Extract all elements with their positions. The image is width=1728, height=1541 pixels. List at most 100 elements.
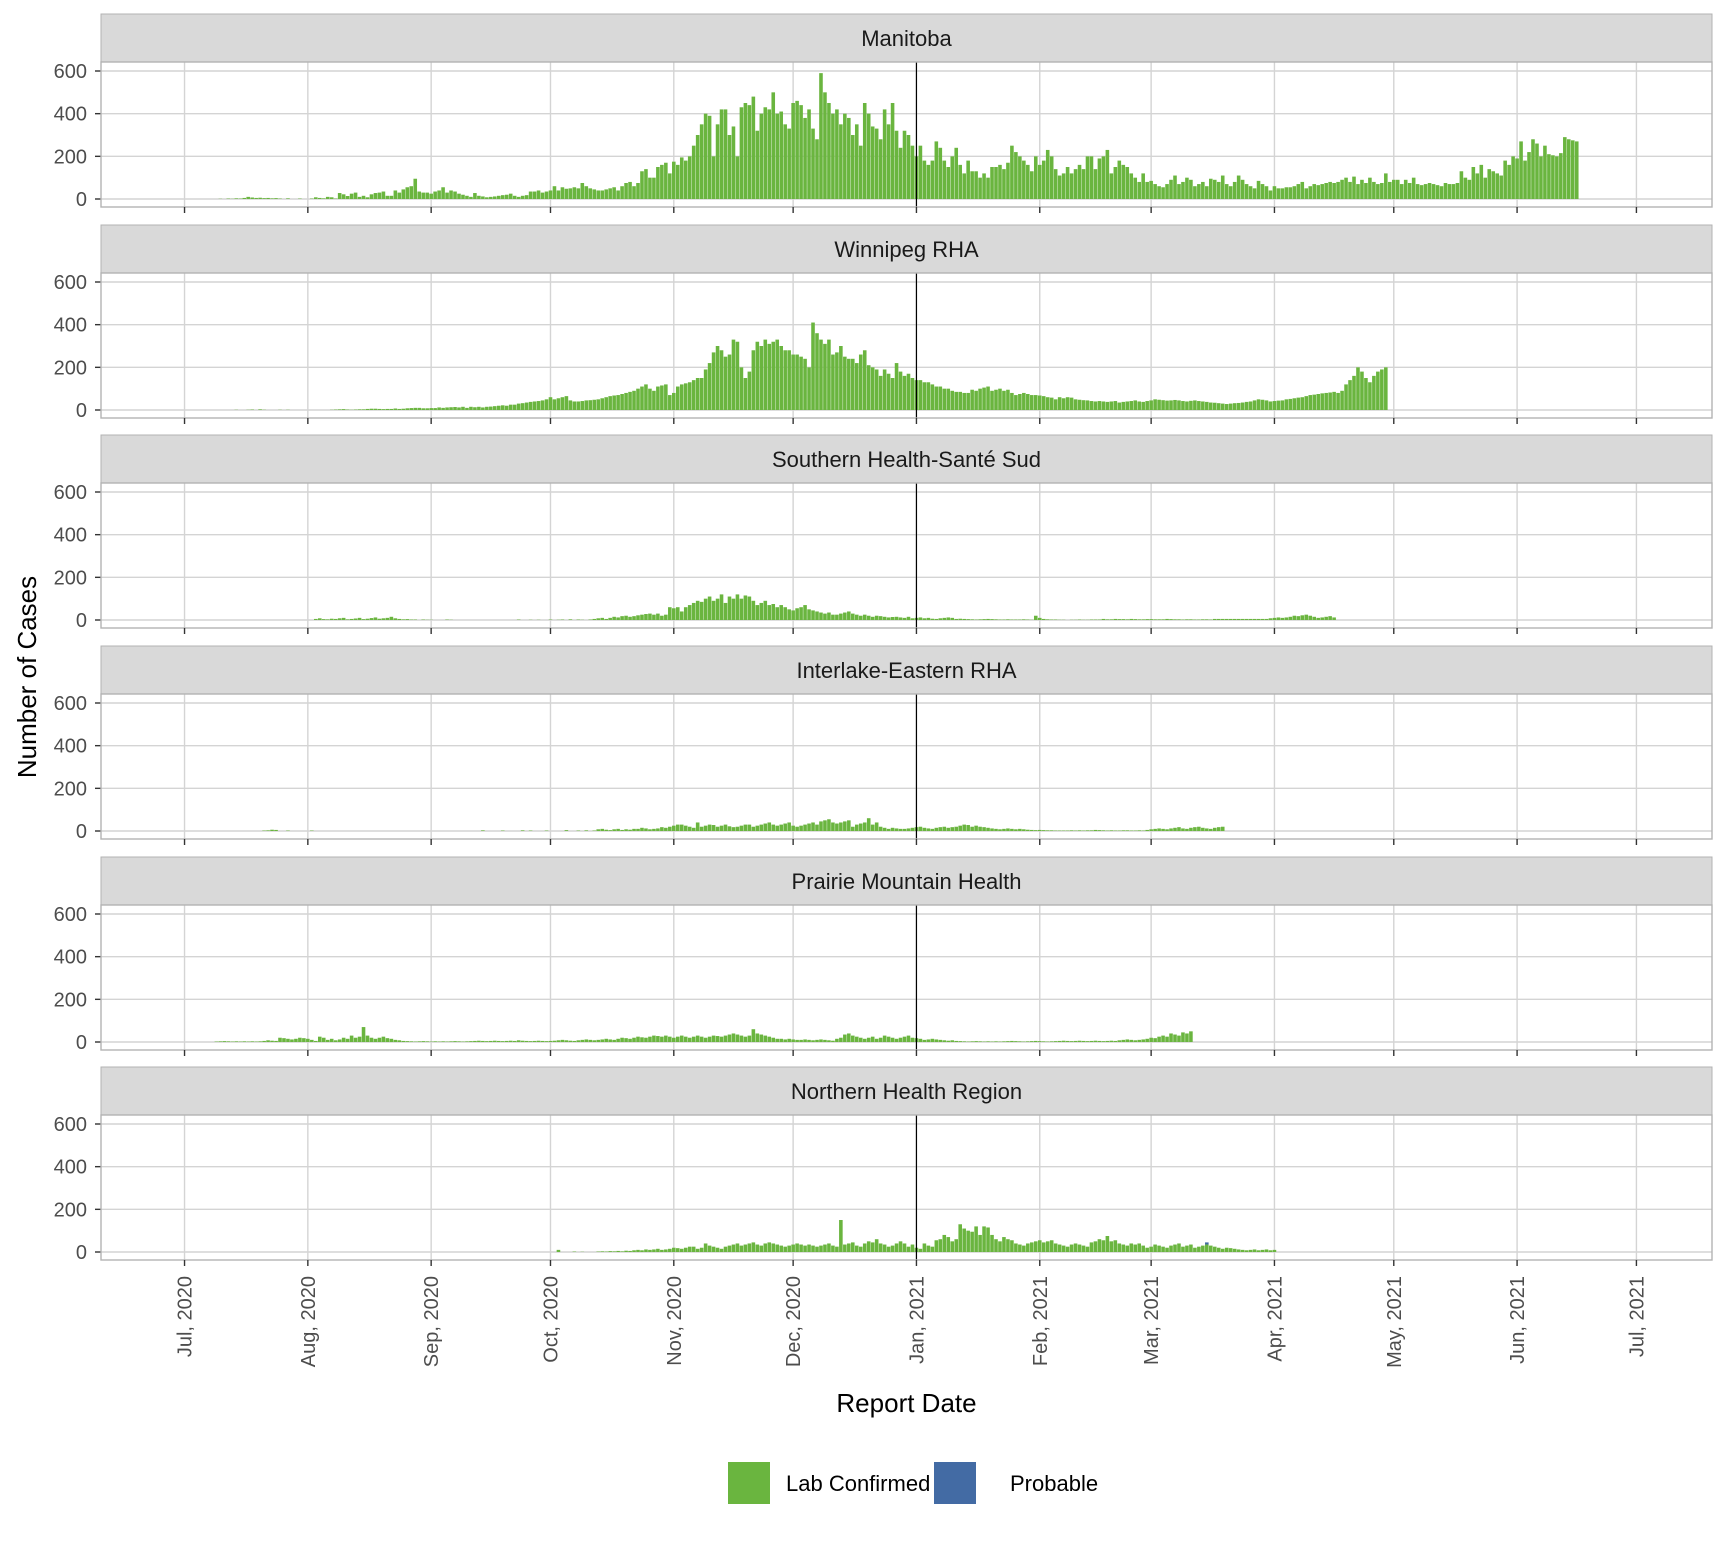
bar-lab-confirmed	[624, 616, 628, 620]
bar-lab-confirmed	[1424, 184, 1428, 199]
bar-lab-confirmed	[1054, 1041, 1058, 1042]
bar-lab-confirmed	[748, 1036, 752, 1042]
bar-lab-confirmed	[557, 190, 561, 199]
bar-lab-confirmed	[640, 171, 644, 199]
bar-lab-confirmed	[668, 395, 672, 410]
bar-lab-confirmed	[680, 157, 684, 199]
y-tick-label: 400	[54, 525, 87, 547]
bar-lab-confirmed	[978, 178, 982, 199]
bar-lab-confirmed	[1125, 830, 1129, 831]
bar-lab-confirmed	[1185, 619, 1189, 620]
panel-background	[101, 483, 1712, 628]
bar-lab-confirmed	[1440, 186, 1444, 199]
bar-lab-confirmed	[1372, 182, 1376, 199]
bar-lab-confirmed	[513, 405, 517, 410]
bar-lab-confirmed	[433, 408, 437, 410]
bar-lab-confirmed	[962, 619, 966, 620]
x-tick-label: Sep, 2020	[421, 1276, 443, 1367]
bar-lab-confirmed	[318, 198, 322, 199]
bar-lab-confirmed	[394, 409, 398, 410]
bar-lab-confirmed	[581, 183, 585, 199]
bar-lab-confirmed	[676, 387, 680, 410]
bar-lab-confirmed	[1086, 400, 1090, 410]
y-tick-label: 400	[54, 1157, 87, 1179]
bar-lab-confirmed	[919, 380, 923, 410]
bar-lab-confirmed	[549, 190, 553, 199]
bar-lab-confirmed	[803, 605, 807, 620]
bar-lab-confirmed	[608, 1251, 612, 1252]
bar-lab-confirmed	[994, 829, 998, 831]
bar-lab-confirmed	[326, 619, 330, 620]
bar-lab-confirmed	[628, 182, 632, 199]
bar-lab-confirmed	[1460, 171, 1464, 199]
bar-lab-confirmed	[286, 198, 290, 199]
bar-lab-confirmed	[1102, 401, 1106, 410]
bar-lab-confirmed	[712, 1247, 716, 1252]
bar-lab-confirmed	[624, 1251, 628, 1252]
bar-lab-confirmed	[1114, 167, 1118, 199]
bar-lab-confirmed	[1384, 367, 1388, 410]
bar-lab-confirmed	[692, 603, 696, 620]
bar-lab-confirmed	[1026, 1041, 1030, 1042]
bar-lab-confirmed	[632, 829, 636, 831]
bar-lab-confirmed	[712, 825, 716, 831]
bar-lab-confirmed	[756, 131, 760, 199]
bar-lab-confirmed	[497, 196, 501, 199]
bar-lab-confirmed	[771, 92, 775, 199]
bar-lab-confirmed	[783, 607, 787, 620]
bar-lab-confirmed	[600, 829, 604, 831]
bar-lab-confirmed	[946, 1237, 950, 1252]
bar-lab-confirmed	[286, 1039, 290, 1042]
bar-lab-confirmed	[760, 825, 764, 831]
bar-lab-confirmed	[799, 607, 803, 620]
bar-lab-confirmed	[704, 1038, 708, 1042]
bar-lab-confirmed	[819, 821, 823, 831]
bar-lab-confirmed	[405, 1041, 409, 1042]
bar-lab-confirmed	[378, 1038, 382, 1042]
bar-lab-confirmed	[1038, 1240, 1042, 1252]
bar-lab-confirmed	[636, 615, 640, 620]
bar-lab-confirmed	[803, 359, 807, 410]
bar-lab-confirmed	[330, 197, 334, 199]
bar-lab-confirmed	[1185, 1246, 1189, 1252]
bar-lab-confirmed	[1062, 173, 1066, 199]
bar-lab-confirmed	[736, 156, 740, 199]
bar-lab-confirmed	[1495, 173, 1499, 199]
bar-lab-confirmed	[875, 369, 879, 410]
bar-lab-confirmed	[644, 1249, 648, 1252]
bar-lab-confirmed	[1177, 1036, 1181, 1042]
bar-lab-confirmed	[262, 198, 266, 199]
bar-lab-confirmed	[891, 828, 895, 831]
bar-lab-confirmed	[1229, 186, 1233, 199]
bar-lab-confirmed	[696, 1036, 700, 1042]
bar-lab-confirmed	[946, 1041, 950, 1042]
bar-lab-confirmed	[1173, 176, 1177, 199]
bar-lab-confirmed	[958, 826, 962, 831]
bar-lab-confirmed	[1086, 1041, 1090, 1042]
bar-lab-confirmed	[935, 619, 939, 620]
bar-lab-confirmed	[986, 178, 990, 199]
bar-lab-confirmed	[581, 401, 585, 410]
bar-lab-confirmed	[342, 1038, 346, 1042]
bar-lab-confirmed	[338, 409, 342, 410]
bar-lab-confirmed	[831, 114, 835, 199]
bar-lab-confirmed	[728, 597, 732, 620]
bar-lab-confirmed	[927, 165, 931, 199]
bar-lab-confirmed	[660, 616, 664, 620]
bar-lab-confirmed	[557, 1250, 561, 1252]
bar-lab-confirmed	[724, 603, 728, 620]
bar-lab-confirmed	[656, 614, 660, 620]
bar-lab-confirmed	[1010, 1240, 1014, 1252]
bar-lab-confirmed	[767, 109, 771, 199]
bar-lab-confirmed	[620, 1251, 624, 1252]
bar-lab-confirmed	[1125, 1246, 1129, 1252]
x-tick-label: Nov, 2020	[664, 1276, 686, 1366]
bar-lab-confirmed	[433, 1041, 437, 1042]
bar-lab-confirmed	[728, 1035, 732, 1042]
bar-lab-confirmed	[334, 1040, 338, 1042]
bar-lab-confirmed	[477, 196, 481, 199]
bar-lab-confirmed	[342, 618, 346, 620]
bar-lab-confirmed	[409, 1041, 413, 1042]
bar-lab-confirmed	[505, 1041, 509, 1042]
bar-lab-confirmed	[970, 1232, 974, 1252]
